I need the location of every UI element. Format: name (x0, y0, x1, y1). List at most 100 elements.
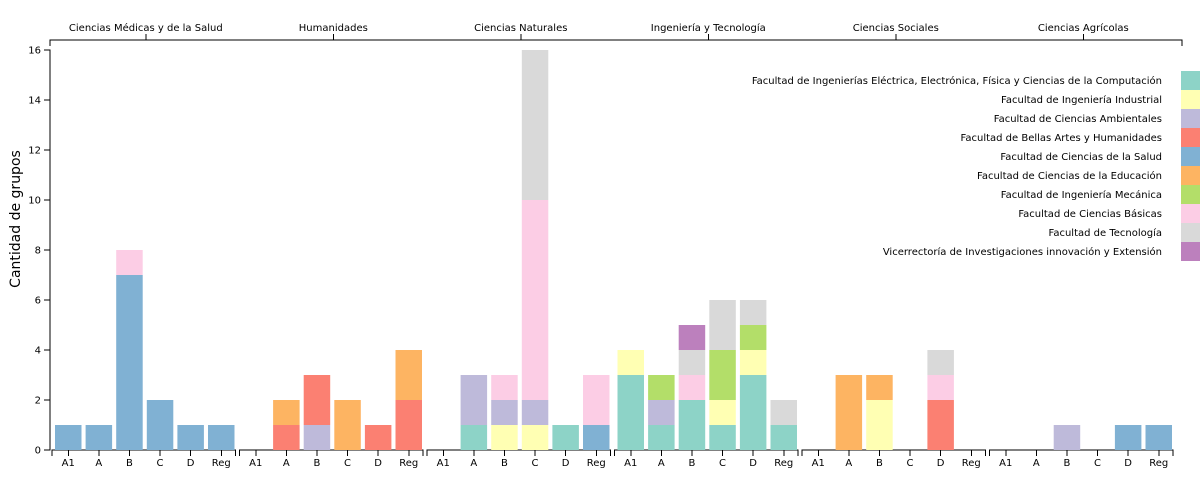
bar-segment (491, 400, 518, 425)
y-tick-label: 8 (35, 246, 41, 257)
x-tick-label: A (283, 458, 290, 469)
bar-segment (678, 375, 706, 400)
x-tick-label: D (749, 458, 757, 469)
x-tick-label: C (344, 458, 351, 469)
bar-segment (583, 375, 610, 425)
group-label: Ingeniería y Tecnología (651, 22, 766, 34)
bar-segment (395, 350, 422, 400)
bar-segment (55, 425, 82, 450)
group-label: Ciencias Médicas y de la Salud (69, 22, 223, 34)
legend-swatch (1181, 128, 1200, 147)
y-tick-label: 2 (35, 396, 41, 407)
bar-segment (739, 300, 767, 325)
x-tick-label: Reg (587, 458, 606, 469)
x-tick-label: C (1094, 458, 1101, 469)
bar-segment (116, 275, 143, 450)
legend-swatch (1181, 109, 1200, 128)
x-tick-label: A (95, 458, 102, 469)
bar-segment (927, 400, 954, 450)
legend-swatch (1181, 147, 1200, 166)
legend-label: Facultad de Bellas Artes y Humanidades (961, 133, 1162, 144)
x-tick-label: A1 (999, 458, 1012, 469)
bar-segment (521, 50, 549, 200)
legend-swatch (1181, 166, 1200, 185)
bar-segment (709, 350, 736, 400)
y-tick-label: 0 (35, 446, 41, 457)
x-tick-label: D (374, 458, 382, 469)
bar-segment (521, 200, 549, 400)
legend-swatch (1181, 223, 1200, 242)
x-tick-label: D (1124, 458, 1132, 469)
bar-segment (146, 400, 174, 450)
group-label: Humanidades (299, 23, 368, 34)
x-tick-label: Reg (212, 458, 231, 469)
top-group-axis-line (49, 39, 1183, 46)
bar-segment (491, 425, 518, 450)
bar-segment (739, 350, 767, 375)
x-tick-label: D (562, 458, 570, 469)
axes-layer: 0 2 4 6 8 10 12 14 16 Ciencias Médicas y de la Sa… (28, 22, 1183, 469)
legend-swatch (1181, 204, 1200, 223)
y-tick-label: 4 (35, 346, 41, 357)
legend-label: Facultad de Ciencias de la Salud (1000, 152, 1162, 163)
bar-segment (678, 325, 706, 350)
bar-segment (927, 375, 954, 400)
bar-segment (552, 425, 579, 450)
bar-segment (460, 375, 488, 425)
x-tick-label: C (532, 458, 539, 469)
bar-segment (678, 350, 706, 375)
bar-segment (866, 400, 893, 450)
bar-segment (739, 375, 767, 450)
bar-segment (116, 250, 143, 275)
bar-segment (617, 375, 644, 450)
x-tick-label: C (719, 458, 726, 469)
x-axis-group-bracket (239, 449, 424, 456)
x-tick-label: A1 (62, 458, 75, 469)
bar-segment (583, 425, 610, 450)
bar-segment (1114, 425, 1142, 450)
bar-segment (648, 400, 675, 425)
x-axis-group-bracket (51, 449, 237, 456)
legend-swatch (1181, 90, 1200, 109)
x-tick-label: B (876, 458, 883, 469)
x-tick-label: C (907, 458, 914, 469)
x-tick-label: Reg (1149, 458, 1168, 469)
x-tick-label: B (314, 458, 321, 469)
x-tick-label: A (845, 458, 852, 469)
x-tick-label: A (470, 458, 477, 469)
y-tick-label: 16 (28, 46, 41, 57)
bar-segment (927, 350, 954, 375)
bar-segment (491, 375, 518, 400)
legend-label: Facultad de Ingeniería Mecánica (1001, 189, 1162, 201)
legend-label: Facultad de Ciencias de la Educación (977, 170, 1162, 182)
legend-label: Facultad de Ciencias Básicas (1018, 208, 1162, 220)
x-axis-group-bracket (426, 449, 612, 456)
x-tick-label: A (1033, 458, 1040, 469)
y-tick-label: 12 (28, 146, 41, 157)
bar-segment (395, 400, 422, 450)
x-tick-label: A1 (812, 458, 825, 469)
bar-segment (208, 425, 235, 450)
bar-segment (521, 425, 549, 450)
bar-segment (648, 425, 675, 450)
y-tick-label: 10 (28, 196, 41, 207)
bars-layer (55, 50, 1172, 450)
bar-segment (617, 350, 644, 375)
x-tick-label: Reg (399, 458, 418, 469)
bar-segment (177, 425, 204, 450)
bar-segment (273, 400, 300, 425)
y-tick-label: 14 (28, 96, 41, 107)
y-tick-label: 6 (35, 296, 41, 307)
group-label: Ciencias Naturales (474, 23, 567, 34)
legend-label: Facultad de Ingeniería Industrial (1001, 94, 1162, 106)
x-tick-label: A (658, 458, 665, 469)
bar-segment (1145, 425, 1172, 450)
x-tick-label: Reg (774, 458, 793, 469)
x-tick-label: C (157, 458, 164, 469)
x-tick-label: A1 (624, 458, 637, 469)
bar-segment (709, 400, 736, 425)
x-axis-group-bracket (801, 449, 987, 456)
legend-label: Facultad de Ingenierías Eléctrica, Elect… (752, 75, 1162, 87)
x-axis-group-bracket (614, 449, 799, 456)
